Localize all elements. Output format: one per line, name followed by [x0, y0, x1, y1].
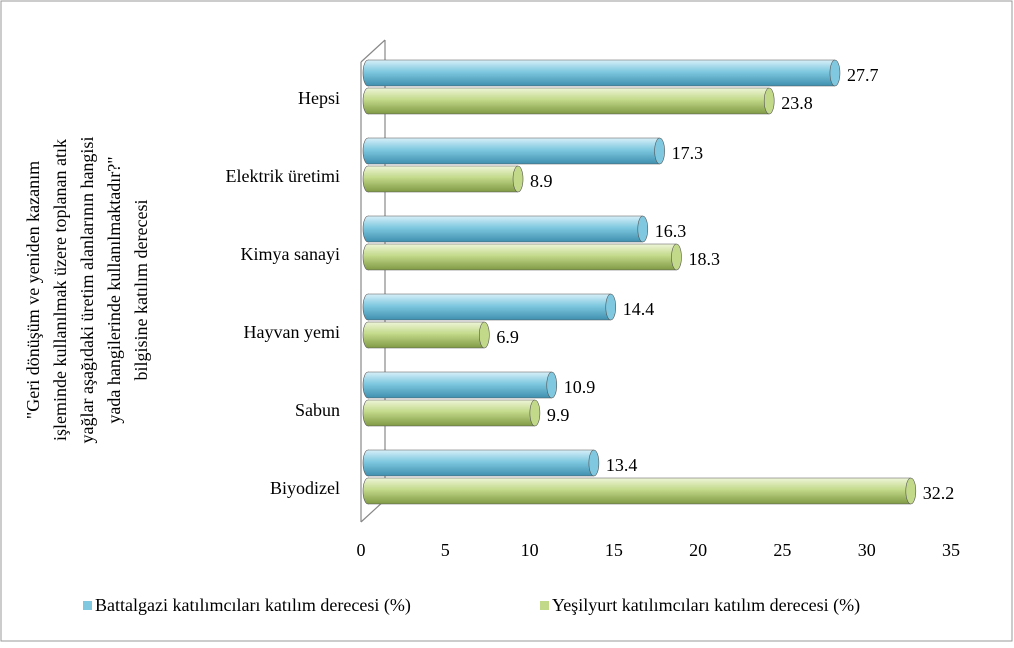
x-tick-label: 0 [357, 540, 366, 560]
bar [362, 399, 541, 427]
bar-part [368, 372, 552, 398]
y-tick-label: Sabun [295, 400, 340, 420]
y-axis-title: yada hangilerinde kullanılmaktadır?" [104, 156, 124, 423]
value-label: 27.7 [847, 65, 879, 85]
value-label: 17.3 [672, 143, 704, 163]
bar-part [671, 243, 682, 271]
bar-part [546, 371, 558, 399]
y-tick-label: Elektrik üretimi [226, 166, 340, 186]
y-tick-label: Hayvan yemi [244, 322, 340, 342]
value-label: 16.3 [655, 221, 687, 241]
bar-part [368, 294, 611, 320]
bar-part [654, 137, 665, 165]
bar [362, 321, 490, 349]
bar-part [368, 60, 835, 86]
bar-part [368, 216, 643, 242]
value-label: 13.4 [606, 455, 638, 475]
x-tick-label: 15 [605, 540, 623, 560]
value-label: 14.4 [623, 299, 655, 319]
value-label: 32.2 [923, 483, 955, 503]
bar-part [637, 215, 649, 243]
bar [362, 243, 682, 271]
value-label: 8.9 [530, 171, 553, 191]
y-tick-label: Kimya sanayi [241, 244, 340, 264]
bar-part [588, 449, 600, 477]
value-label: 6.9 [496, 327, 519, 347]
bar-part [479, 321, 490, 349]
x-tick-label: 30 [858, 540, 876, 560]
bar [362, 215, 649, 243]
legend-swatch [540, 601, 549, 610]
y-axis-title: bilgisine katılım derecesi [131, 200, 151, 381]
y-axis-title: yağlar aşağıdaki üretim alanlarının hang… [77, 137, 97, 444]
bar-part [512, 165, 524, 193]
x-tick-label: 5 [441, 540, 450, 560]
bar-part [368, 138, 660, 164]
value-label: 9.9 [547, 405, 570, 425]
x-tick-label: 10 [521, 540, 539, 560]
y-axis-title: "Geri dönüşüm ve yeniden kazanım [23, 161, 43, 419]
bar [362, 449, 600, 477]
bar-part [905, 477, 917, 505]
bar-part [368, 322, 485, 348]
bar-part [368, 166, 519, 192]
legend-label: Yeşilyurt katılımcıları katılım derecesi… [552, 595, 860, 616]
bar-part [368, 450, 594, 476]
x-tick-label: 35 [942, 540, 960, 560]
y-tick-label: Hepsi [298, 88, 340, 108]
x-tick-label: 20 [689, 540, 707, 560]
legend-swatch [83, 601, 92, 610]
bar-part [529, 399, 541, 427]
bar [362, 87, 775, 115]
bar-part [829, 59, 841, 87]
legend-label: Battalgazi katılımcıları katılım dereces… [95, 595, 411, 616]
value-label: 23.8 [781, 93, 813, 113]
bar [362, 371, 558, 399]
bar-part [605, 293, 617, 321]
value-label: 18.3 [688, 249, 720, 269]
bar-part [368, 478, 911, 504]
bar [362, 477, 917, 505]
bar-part [368, 400, 535, 426]
y-tick-label: Biyodizel [270, 478, 340, 498]
value-label: 10.9 [564, 377, 596, 397]
bar-part [368, 244, 677, 270]
bar-part [763, 87, 775, 115]
x-tick-label: 25 [773, 540, 791, 560]
bar [362, 59, 841, 87]
y-axis-title: işleminde kullanılmak üzere toplanan atı… [50, 139, 70, 441]
bar [362, 165, 524, 193]
bar [362, 293, 617, 321]
bar [362, 137, 665, 165]
bar-part [368, 88, 770, 114]
